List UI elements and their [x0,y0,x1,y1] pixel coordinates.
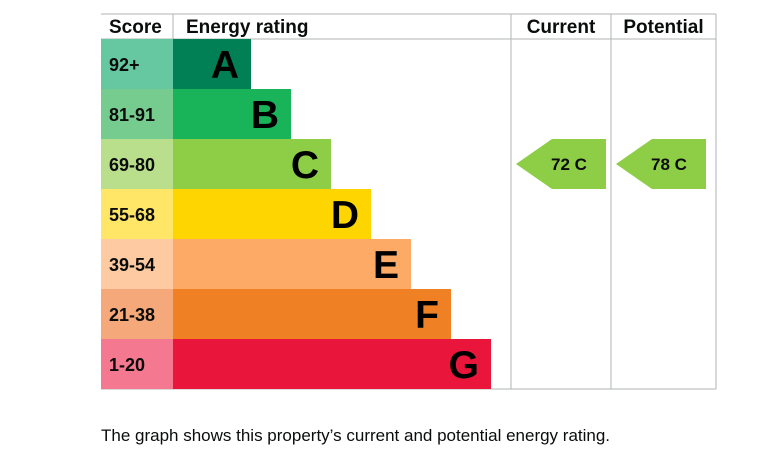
score-cell-e [101,239,173,289]
potential-rating-label: 78 C [651,155,687,174]
rating-bar-a [173,39,251,89]
rating-letter-f: F [415,294,439,337]
rating-bar-b [173,89,291,139]
current-rating-label: 72 C [551,155,587,174]
rating-letter-b: B [251,94,279,137]
rating-bar-e [173,239,411,289]
score-label-c: 69-80 [109,155,155,175]
score-label-f: 21-38 [109,305,155,325]
score-label-b: 81-91 [109,105,155,125]
score-label-g: 1-20 [109,355,145,375]
header-score: Score [109,17,162,38]
score-cell-a [101,39,173,89]
chart-caption: The graph shows this property’s current … [101,426,611,445]
score-label-a: 92+ [109,55,140,75]
header-current: Current [527,17,596,38]
score-label-d: 55-68 [109,205,155,225]
rating-bar-c [173,139,331,189]
current-arrow [516,139,606,189]
score-cell-f [101,289,173,339]
score-cell-b [101,89,173,139]
score-cell-d [101,189,173,239]
epc-chart: Score Energy rating Current Potential 92+ A 81… [101,13,717,390]
rating-letter-a: A [211,44,239,87]
score-label-e: 39-54 [109,255,155,275]
rating-letter-e: E [373,244,399,287]
potential-arrow [616,139,706,189]
score-cell-c [101,139,173,189]
rating-letter-g: G [449,344,479,387]
score-cell-g [101,339,173,389]
header-energy-rating: Energy rating [186,17,308,38]
rating-bar-d [173,189,371,239]
rating-bar-g [173,339,491,389]
header-potential: Potential [623,17,703,38]
rating-bar-f [173,289,451,339]
rating-letter-c: C [291,144,319,187]
rating-letter-d: D [331,194,359,237]
